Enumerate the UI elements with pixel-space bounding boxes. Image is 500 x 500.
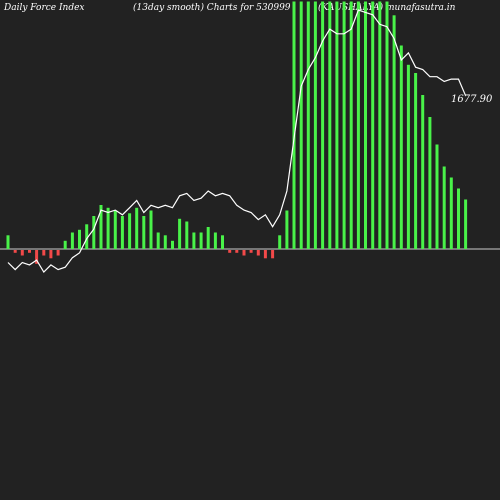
force-bar xyxy=(313,1,317,249)
force-bar xyxy=(428,117,432,249)
force-bar xyxy=(435,144,439,249)
force-bar xyxy=(49,250,53,259)
chart-title-middle: (13day smooth) Charts for 530999 xyxy=(133,3,291,13)
force-bar xyxy=(385,1,389,249)
force-bar xyxy=(242,250,246,256)
force-bar xyxy=(63,240,67,250)
force-bar xyxy=(263,250,267,259)
force-bar xyxy=(271,250,275,259)
force-bar xyxy=(42,250,46,256)
force-bar xyxy=(13,250,17,253)
force-bar xyxy=(256,250,260,256)
force-bar xyxy=(85,224,89,250)
force-bar xyxy=(356,1,360,249)
force-bar xyxy=(442,166,446,249)
force-bar xyxy=(449,177,453,249)
force-bar xyxy=(113,210,117,249)
force-bar xyxy=(156,232,160,249)
chart-title-left: Daily Force Index xyxy=(4,3,85,13)
force-bar xyxy=(299,1,303,249)
force-bar xyxy=(306,1,310,249)
force-bar xyxy=(342,1,346,249)
force-bar xyxy=(335,1,339,249)
force-bar xyxy=(399,45,403,249)
force-bar xyxy=(349,1,353,249)
force-bar xyxy=(120,216,124,249)
force-bar xyxy=(213,232,217,249)
force-bar xyxy=(228,250,232,253)
force-bar xyxy=(163,235,167,250)
force-bar xyxy=(328,1,332,249)
force-bar xyxy=(56,250,60,256)
last-price-label: 1677.90 xyxy=(451,94,493,105)
force-bar xyxy=(128,213,132,250)
force-bar xyxy=(364,1,367,249)
force-bar xyxy=(70,232,74,249)
force-bar xyxy=(406,64,410,250)
force-bar xyxy=(278,235,282,250)
force-bar xyxy=(192,232,196,249)
force-bar xyxy=(457,188,460,249)
force-bar xyxy=(149,210,153,249)
force-bar xyxy=(106,207,110,250)
force-bar xyxy=(142,216,146,249)
force-bar xyxy=(35,250,39,264)
force-bar xyxy=(185,221,189,249)
force-bar xyxy=(92,216,96,249)
force-bar xyxy=(99,205,103,249)
force-bar xyxy=(135,207,139,250)
force-bar xyxy=(321,1,325,249)
force-bar xyxy=(371,1,375,249)
force-bar xyxy=(464,199,468,249)
force-bar xyxy=(249,250,253,253)
force-bar xyxy=(171,240,174,250)
force-bar xyxy=(421,95,425,249)
force-bar xyxy=(28,250,31,253)
force-bar xyxy=(235,250,239,253)
force-bar xyxy=(221,235,224,250)
force-bar xyxy=(199,232,203,249)
force-bar xyxy=(178,218,182,250)
force-bar xyxy=(285,210,289,249)
price-line xyxy=(7,9,467,273)
force-bar xyxy=(78,229,81,250)
force-bar xyxy=(20,250,24,256)
force-bar xyxy=(206,227,210,249)
force-bar xyxy=(414,73,418,249)
force-bar xyxy=(378,1,382,249)
force-bar xyxy=(392,15,396,250)
force-bar xyxy=(292,1,296,249)
force-bar xyxy=(6,235,10,250)
